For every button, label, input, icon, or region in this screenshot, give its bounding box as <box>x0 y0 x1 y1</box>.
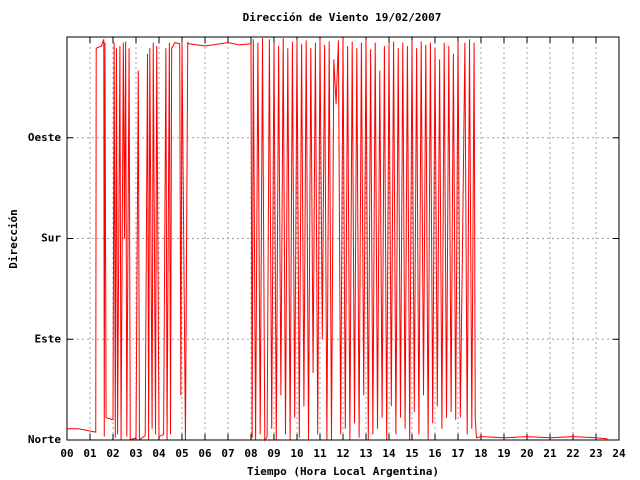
x-tick-label: 10 <box>290 447 303 460</box>
y-tick-label: Oeste <box>28 131 61 144</box>
x-tick-label: 01 <box>83 447 97 460</box>
x-tick-label: 09 <box>267 447 280 460</box>
x-tick-label: 14 <box>382 447 396 460</box>
x-tick-label: 07 <box>221 447 234 460</box>
x-tick-label: 22 <box>566 447 579 460</box>
x-tick-label: 24 <box>612 447 626 460</box>
x-tick-label: 03 <box>129 447 142 460</box>
x-tick-label: 12 <box>336 447 349 460</box>
x-tick-label: 17 <box>451 447 464 460</box>
chart-title: Dirección de Viento 19/02/2007 <box>243 11 442 24</box>
x-tick-label: 21 <box>543 447 557 460</box>
x-tick-label: 18 <box>474 447 487 460</box>
x-tick-label: 00 <box>60 447 73 460</box>
x-tick-label: 08 <box>244 447 257 460</box>
plot-border <box>66 36 620 441</box>
data-line <box>67 38 608 442</box>
x-tick-label: 05 <box>175 447 188 460</box>
y-tick-label: Norte <box>28 433 61 446</box>
x-tick-label: 16 <box>428 447 442 460</box>
x-tick-label: 23 <box>589 447 602 460</box>
x-tick-label: 15 <box>405 447 418 460</box>
y-tick-label: Este <box>35 332 62 345</box>
x-tick-label: 06 <box>198 447 212 460</box>
y-tick-label: Sur <box>41 232 61 245</box>
x-tick-label: 04 <box>152 447 166 460</box>
x-axis-label: Tiempo (Hora Local Argentina) <box>247 465 439 478</box>
x-tick-label: 02 <box>106 447 119 460</box>
x-tick-label: 20 <box>520 447 533 460</box>
x-tick-label: 19 <box>497 447 510 460</box>
x-tick-label: 13 <box>359 447 372 460</box>
x-tick-label: 11 <box>313 447 327 460</box>
y-axis-label: Dirección <box>7 209 20 269</box>
